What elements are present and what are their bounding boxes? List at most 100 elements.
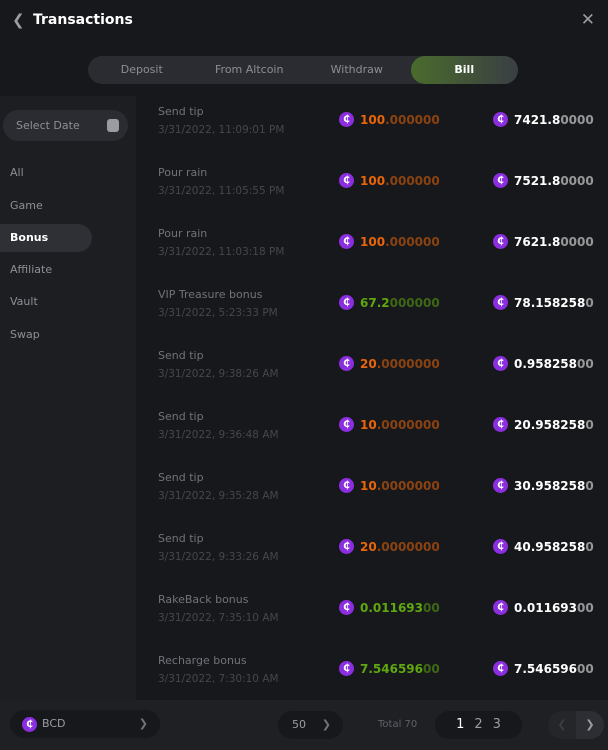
amount-tail: .0000000	[376, 479, 440, 493]
balance-main: 0.958258	[514, 357, 578, 371]
table-row: VIP Treasure bonus 3/31/2022, 5:23:33 PM…	[136, 281, 608, 342]
coin-icon: ₵	[493, 539, 508, 554]
balance-amount: 7421.80000	[514, 113, 594, 127]
amount-tail: .000000	[385, 174, 440, 188]
tab-withdraw[interactable]: Withdraw	[330, 63, 383, 76]
transaction-date: 3/31/2022, 11:03:18 PM	[158, 246, 285, 258]
transaction-title: VIP Treasure bonus	[158, 288, 263, 301]
select-date-button[interactable]: Select Date	[3, 110, 128, 141]
amount-main: 7.546596	[360, 662, 424, 676]
sidebar-item-bonus[interactable]: Bonus	[0, 224, 92, 252]
page-size-select[interactable]: 50 ❯	[278, 711, 343, 739]
transaction-title: Pour rain	[158, 227, 208, 240]
coin-icon: ₵	[493, 234, 508, 249]
balance-tail: 0000	[560, 113, 594, 127]
balance-main: 30.958258	[514, 479, 586, 493]
balance-tail: 0000	[560, 235, 594, 249]
balance-tail: 0	[585, 296, 594, 310]
coin-icon: ₵	[339, 112, 354, 127]
header: ❮ Transactions ✕	[0, 0, 608, 44]
calendar-icon	[107, 119, 119, 132]
tab-from-altcoin[interactable]: From Altcoin	[215, 63, 284, 76]
page-2[interactable]: 2	[474, 717, 483, 732]
table-row: Send tip 3/31/2022, 9:35:28 AM ₵ 10.0000…	[136, 464, 608, 525]
balance-amount: 78.1582580	[514, 296, 594, 310]
bcd-coin-icon: ₵	[22, 717, 37, 732]
prev-page-icon[interactable]: ❮	[557, 718, 567, 731]
balance-main: 78.158258	[514, 296, 586, 310]
transaction-amount: 10.0000000	[360, 479, 440, 493]
table-row: Pour rain 3/31/2022, 11:05:55 PM ₵ 100.0…	[136, 159, 608, 220]
balance-main: 40.958258	[514, 540, 586, 554]
amount-tail: .0000000	[376, 540, 440, 554]
balance-tail: 0	[585, 418, 594, 432]
transaction-date: 3/31/2022, 7:30:10 AM	[158, 673, 279, 685]
currency-select[interactable]: ₵ BCD ❯	[10, 710, 160, 738]
balance-tail: 00	[577, 662, 594, 676]
sidebar-item-vault[interactable]: Vault	[10, 295, 38, 308]
balance-tail: 0	[585, 540, 594, 554]
amount-main: 20	[360, 357, 377, 371]
amount-main: 100	[360, 174, 386, 188]
amount-tail: 00	[423, 601, 440, 615]
sidebar-item-swap[interactable]: Swap	[10, 328, 40, 341]
transaction-title: Send tip	[158, 349, 204, 362]
page-1[interactable]: 1	[456, 717, 465, 732]
balance-tail: 0	[585, 479, 594, 493]
transaction-date: 3/31/2022, 9:36:48 AM	[158, 429, 279, 441]
transaction-date: 3/31/2022, 9:38:26 AM	[158, 368, 279, 380]
transaction-title: Send tip	[158, 105, 204, 118]
transaction-amount: 100.000000	[360, 174, 440, 188]
coin-icon: ₵	[493, 173, 508, 188]
footer: ₵ BCD ❯ 50 ❯ Total 70 1 2 3 ❮ ❯	[0, 700, 608, 750]
transaction-date: 3/31/2022, 11:05:55 PM	[158, 185, 285, 197]
chevron-right-icon: ❯	[321, 718, 331, 731]
table-row: Send tip 3/31/2022, 9:38:26 AM ₵ 20.0000…	[136, 342, 608, 403]
amount-main: 67.2	[360, 296, 390, 310]
coin-icon: ₵	[493, 356, 508, 371]
table-row: Pour rain 3/31/2022, 11:03:18 PM ₵ 100.0…	[136, 220, 608, 281]
transaction-title: Send tip	[158, 410, 204, 423]
close-icon[interactable]: ✕	[580, 10, 595, 30]
amount-tail: 00	[423, 662, 440, 676]
transaction-amount: 0.01169300	[360, 601, 440, 615]
currency-label: BCD	[42, 717, 66, 730]
amount-main: 20	[360, 540, 377, 554]
amount-main: 100	[360, 235, 386, 249]
sidebar-item-affiliate[interactable]: Affiliate	[10, 263, 53, 276]
select-date-label: Select Date	[16, 119, 80, 132]
coin-icon: ₵	[339, 295, 354, 310]
coin-icon: ₵	[493, 661, 508, 676]
sidebar-item-all[interactable]: All	[10, 166, 24, 179]
coin-icon: ₵	[493, 600, 508, 615]
tab-bill[interactable]: Bill	[410, 56, 518, 84]
amount-main: 100	[360, 113, 386, 127]
amount-main: 0.011693	[360, 601, 424, 615]
transaction-amount: 7.54659600	[360, 662, 440, 676]
coin-icon: ₵	[339, 417, 354, 432]
amount-main: 10	[360, 479, 377, 493]
amount-tail: .0000000	[376, 357, 440, 371]
coin-icon: ₵	[493, 295, 508, 310]
balance-main: 7521.8	[514, 174, 561, 188]
balance-main: 7421.8	[514, 113, 561, 127]
coin-icon: ₵	[339, 173, 354, 188]
coin-icon: ₵	[339, 600, 354, 615]
amount-tail: .000000	[385, 235, 440, 249]
sidebar-item-game[interactable]: Game	[10, 199, 43, 212]
page-title: Transactions	[33, 12, 133, 28]
next-page-icon[interactable]: ❯	[576, 711, 604, 739]
tab-deposit[interactable]: Deposit	[120, 63, 163, 76]
transaction-title: Send tip	[158, 532, 204, 545]
transaction-amount: 10.0000000	[360, 418, 440, 432]
balance-tail: 00	[577, 601, 594, 615]
balance-amount: 30.9582580	[514, 479, 594, 493]
amount-main: 10	[360, 418, 377, 432]
transaction-date: 3/31/2022, 5:23:33 PM	[158, 307, 278, 319]
chevron-left-icon[interactable]: ❮	[12, 11, 25, 29]
page-3[interactable]: 3	[492, 717, 501, 732]
table-row: Recharge bonus 3/31/2022, 7:30:10 AM ₵ 7…	[136, 647, 608, 708]
amount-tail: .000000	[385, 113, 440, 127]
balance-amount: 0.01169300	[514, 601, 594, 615]
transaction-date: 3/31/2022, 7:35:10 AM	[158, 612, 279, 624]
